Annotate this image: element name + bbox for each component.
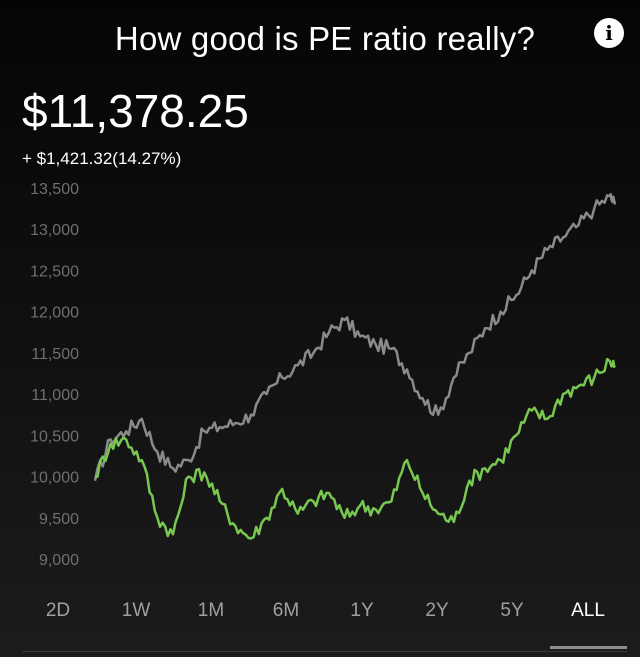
y-tick-label: 9,000 <box>39 552 79 569</box>
chart-series <box>93 192 617 540</box>
y-tick-label: 9,500 <box>39 511 79 528</box>
performance-chart[interactable]: 13,500 13,000 12,500 12,000 11,500 11,000 10,5… <box>0 170 640 590</box>
info-icon: i <box>605 21 613 45</box>
y-tick-label: 10,000 <box>30 470 79 487</box>
y-axis-ticks: 13,500 13,000 12,500 12,000 11,500 11,000 10,5… <box>30 181 79 569</box>
tab-1m[interactable]: 1M <box>197 600 225 621</box>
portfolio-series-line <box>95 357 617 540</box>
portfolio-value: $11,378.25 <box>22 85 249 137</box>
y-tick-label: 11,000 <box>31 387 79 404</box>
benchmark-series-line <box>93 192 617 481</box>
portfolio-change: + $1,421.32(14.27%) <box>22 149 182 168</box>
tab-all[interactable]: ALL <box>571 600 605 621</box>
active-tab-indicator <box>550 646 627 649</box>
tab-2d[interactable]: 2D <box>45 600 71 621</box>
y-tick-label: 13,000 <box>30 222 79 239</box>
range-tabs: 2D 1W 1M 6M 1Y 2Y 5Y ALL <box>0 600 640 630</box>
tab-2y[interactable]: 2Y <box>425 600 449 621</box>
y-tick-label: 12,000 <box>30 305 79 322</box>
y-tick-label: 10,500 <box>30 428 79 445</box>
tab-6m[interactable]: 6M <box>272 600 300 621</box>
y-tick-label: 12,500 <box>30 263 79 280</box>
info-button[interactable]: i <box>594 18 624 48</box>
tab-1w[interactable]: 1W <box>121 600 151 621</box>
tab-1y[interactable]: 1Y <box>350 600 374 621</box>
y-tick-label: 13,500 <box>30 181 79 198</box>
page-title: How good is PE ratio really? <box>114 20 536 57</box>
tab-5y[interactable]: 5Y <box>500 600 524 621</box>
divider <box>22 651 627 652</box>
y-tick-label: 11,500 <box>31 346 79 363</box>
